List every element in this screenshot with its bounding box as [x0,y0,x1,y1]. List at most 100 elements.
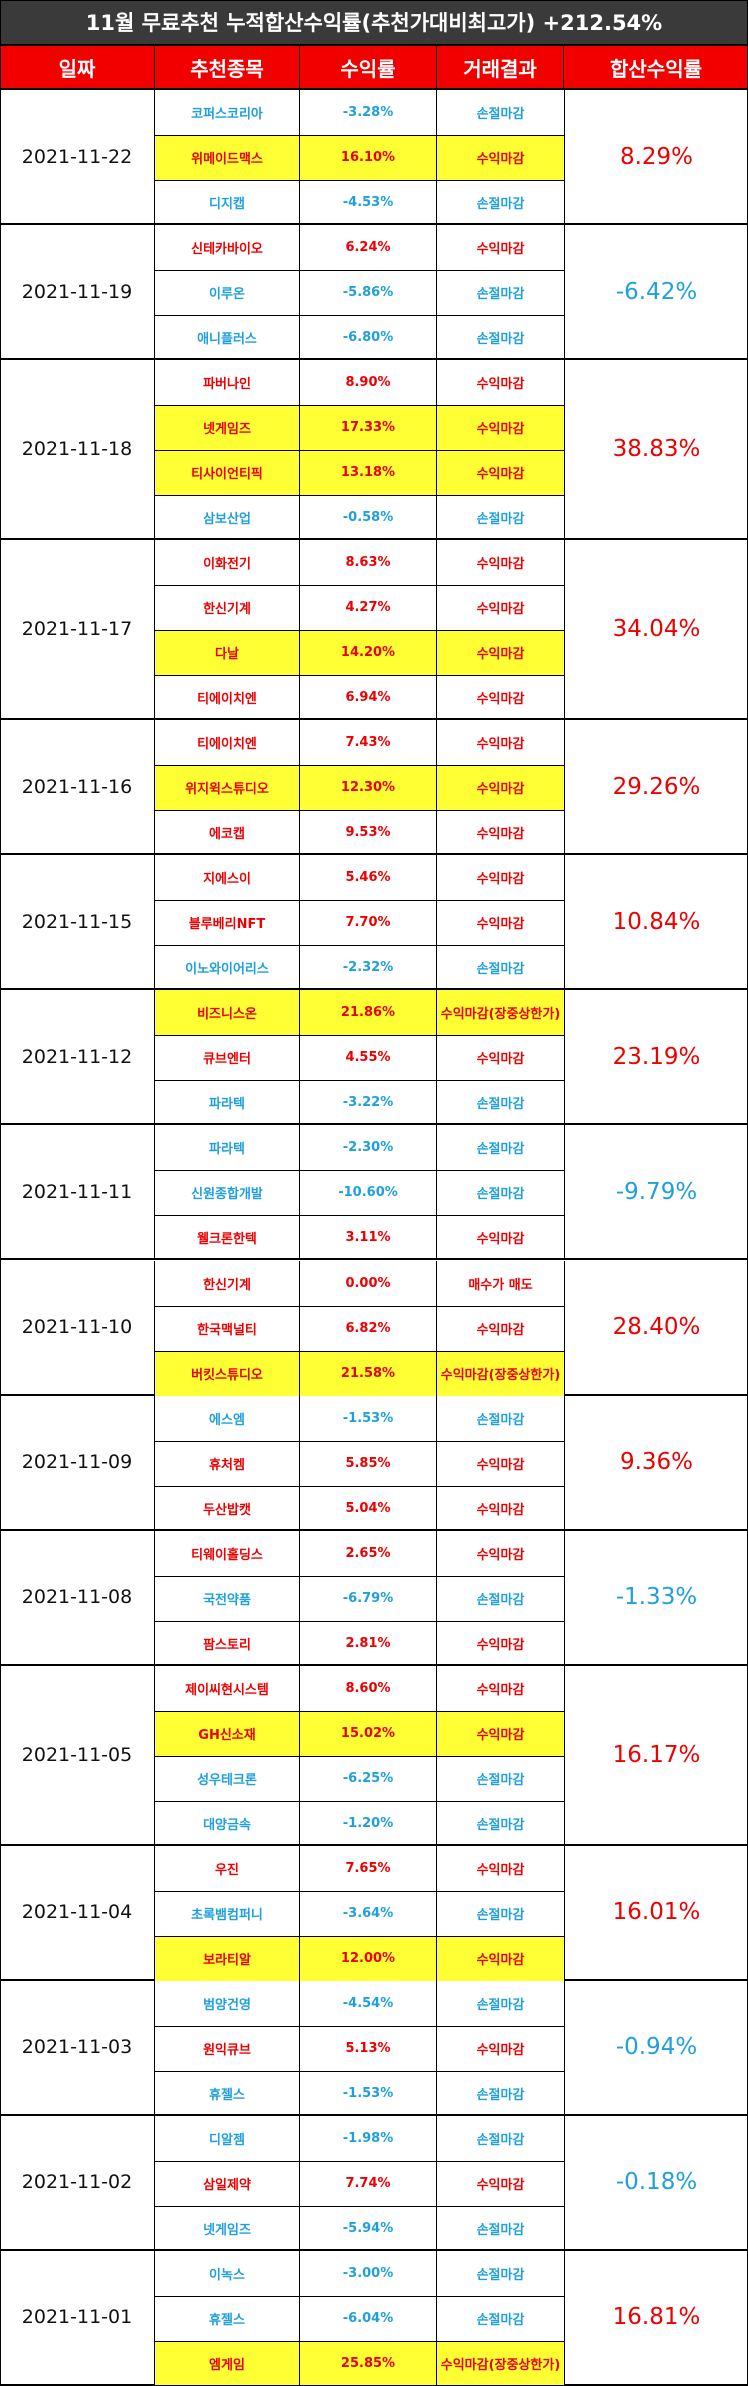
stock-name: 대양금속 [155,1800,300,1846]
return-rate: -6.80% [300,315,437,361]
stock-name: 한국맥널티 [155,1305,300,1351]
stock-name: 삼일제약 [155,2160,300,2206]
group-total: -6.42% [564,225,748,359]
trade-result: 손절마감 [476,1907,525,1923]
stock-name: 원익큐브 [155,2025,300,2071]
group-total: -0.94% [564,1980,748,2114]
trade-result: 수익마감 [437,1710,564,1756]
table-row: 원익큐브 5.13% 수익마감 [155,2025,564,2071]
table-row: 팜스토리 2.81% 수익마감 [155,1620,564,1666]
group-date: 2021-11-02 [0,2115,155,2249]
header-result: 거래결과 [437,46,564,90]
table-row: 삼일제약 7.74% 수익마감 [155,2160,564,2206]
row-divider [155,2295,564,2297]
stock-name: 디알젬 [155,2115,300,2161]
stock-name: 티에이치엔 [155,720,300,766]
stock-name: 파라텍 [155,1125,300,1171]
table-row: 파라텍 -2.30% 손절마감 [155,1125,564,1171]
date-group: 2021-11-08 티웨이홀딩스 2.65% 수익마감 국전약품 -6.79% 손절마감 팜… [0,1530,748,1666]
row-divider [155,1080,564,1082]
date-group: 2021-11-05 제이씨현시스템 8.60% 수익마감 GH신소재 15.02% 수익마… [0,1665,748,1846]
stock-name: 한신기계 [155,1260,300,1306]
table-row: 국전약품 -6.79% 손절마감 [155,1575,564,1621]
trade-result: 손절마감 [476,2267,525,2283]
trade-result: 수익마감 [476,692,525,708]
stock-name: 코퍼스코리아 [155,90,300,136]
return-rate: -3.28% [300,90,437,136]
stock-name: 에스엠 [155,1395,300,1441]
group-date: 2021-11-16 [0,720,155,854]
table-row: 한신기계 4.27% 수익마감 [155,585,564,631]
group-date: 2021-11-12 [0,990,155,1124]
table-row: 위메이드맥스 16.10% 수익마감 [155,135,564,181]
row-divider [155,1215,564,1217]
table-row: 휴젤스 -6.04% 손절마감 [155,2295,564,2341]
trade-result: 손절마감 [476,1772,525,1788]
date-group: 2021-11-22 코퍼스코리아 -3.28% 손절마감 위메이드맥스 16.10% 수익… [0,90,748,226]
return-rate: -10.60% [300,1170,437,1216]
stock-name: 휴젤스 [155,2070,300,2116]
table-row: 이루온 -5.86% 손절마감 [155,270,564,316]
trade-result: 손절마감 [476,962,525,978]
row-divider [155,2340,564,2342]
return-rate: 15.02% [300,1710,437,1756]
stock-name: 넷게임즈 [155,2205,300,2251]
stock-name: 위메이드맥스 [155,135,300,181]
return-rate: -3.22% [300,1080,437,1126]
table-row: 한신기계 0.00% 매수가 매도 [155,1260,564,1306]
trade-result: 수익마감 [476,377,525,393]
return-rate: -2.32% [300,945,437,991]
stock-name: 파버나인 [155,360,300,406]
return-rate: -4.54% [300,1980,437,2026]
group-date: 2021-11-08 [0,1530,155,1664]
stock-name: 에코캡 [155,810,300,856]
group-total: -0.18% [564,2115,748,2249]
table-row: 티사이언티픽 13.18% 수익마감 [155,450,564,496]
group-total: 9.36% [564,1395,748,1529]
stock-name: 보라티알 [155,1935,300,1981]
stock-name: 팜스토리 [155,1620,300,1666]
group-date: 2021-11-17 [0,540,155,719]
trade-result: 수익마감 [476,1682,525,1698]
group-total: 34.04% [564,540,748,719]
return-rate: -0.58% [300,495,437,541]
row-divider [155,2160,564,2162]
return-rate: 21.86% [300,990,437,1036]
trade-result: 수익마감 [437,630,564,676]
table-row: 이녹스 -3.00% 손절마감 [155,2250,564,2296]
trade-result: 수익마감 [476,1052,525,1068]
stock-name: 이녹스 [155,2250,300,2296]
return-rate: 2.81% [300,1620,437,1666]
return-rate: 16.10% [300,135,437,181]
return-rate: 7.65% [300,1845,437,1891]
trade-result: 손절마감 [476,332,525,348]
row-divider [155,2070,564,2072]
table-row: 신테카바이오 6.24% 수익마감 [155,225,564,271]
table-row: 보라티알 12.00% 수익마감 [155,1935,564,1981]
stock-name: 신테카바이오 [155,225,300,271]
stock-name: 큐브엔터 [155,1035,300,1081]
table-row: 파버나인 8.90% 수익마감 [155,360,564,406]
row-divider [155,1440,564,1442]
table-row: 지에스이 5.46% 수익마감 [155,855,564,901]
trade-result: 수익마감 [476,1457,525,1473]
table-row: 비즈니스온 21.86% 수익마감(장중상한가) [155,990,564,1036]
table-row: 애니플러스 -6.80% 손절마감 [155,315,564,361]
return-rate: 14.20% [300,630,437,676]
group-total: 16.17% [564,1665,748,1844]
return-rate: -1.20% [300,1800,437,1846]
row-divider [155,135,564,137]
row-divider [155,2025,564,2027]
row-divider [155,1305,564,1307]
trade-result: 수익마감 [476,2177,525,2193]
row-divider [155,585,564,587]
trade-result: 수익마감 [476,737,525,753]
return-rate: -1.98% [300,2115,437,2161]
table-row: 제이씨현시스템 8.60% 수익마감 [155,1665,564,1711]
return-rate: -3.64% [300,1890,437,1936]
table-row: 휴젤스 -1.53% 손절마감 [155,2070,564,2116]
stock-name: 신원종합개발 [155,1170,300,1216]
stock-name: 국전약품 [155,1575,300,1621]
stock-name: GH신소재 [155,1710,300,1756]
return-rate: -2.30% [300,1125,437,1171]
